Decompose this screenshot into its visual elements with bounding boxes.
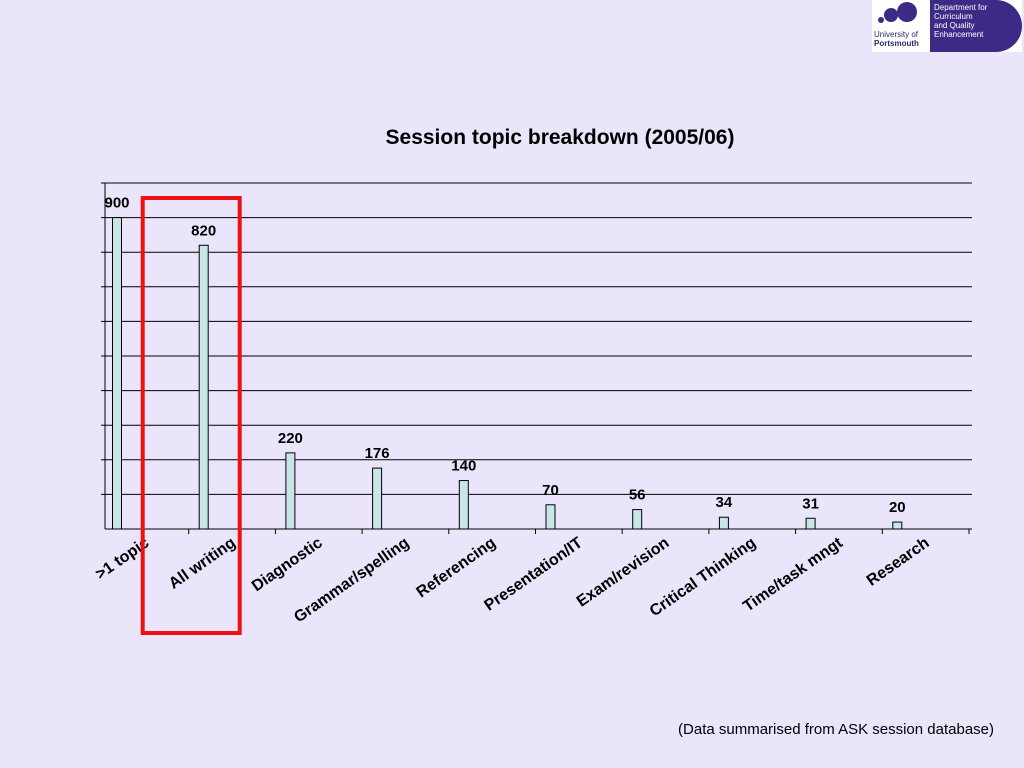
department-name: Department for Curriculum and Quality En… (934, 3, 988, 39)
data-label: 220 (278, 430, 303, 447)
university-logo-mark (878, 2, 917, 23)
data-label: 34 (716, 494, 733, 511)
bar (805, 517, 816, 530)
data-label: 820 (191, 222, 216, 239)
bar (545, 504, 556, 530)
data-label: 56 (629, 487, 646, 504)
data-label: 176 (365, 445, 390, 462)
university-name-line1: University of (874, 30, 919, 39)
bar (198, 244, 209, 530)
highlight-box (140, 196, 242, 635)
bar (372, 467, 383, 530)
university-name-line2: Portsmouth (874, 39, 919, 48)
chart-title: Session topic breakdown (2005/06) (385, 126, 735, 149)
department-badge: Department for Curriculum and Quality En… (930, 0, 1022, 52)
bar (285, 452, 296, 530)
data-label: 900 (104, 195, 129, 212)
category-label: Research (864, 534, 933, 589)
footnote: (Data summarised from ASK session databa… (678, 721, 994, 738)
data-label: 140 (451, 458, 476, 475)
bar (892, 521, 903, 530)
category-label: Diagnostic (249, 534, 326, 595)
category-label: Referencing (414, 534, 499, 601)
data-label: 70 (542, 482, 559, 499)
bar (112, 217, 122, 530)
university-name: University of Portsmouth (874, 30, 919, 48)
bar (718, 516, 729, 530)
bar (632, 509, 643, 530)
category-label: All writing (166, 534, 239, 592)
data-label: 20 (889, 499, 906, 516)
data-label: 31 (802, 495, 819, 512)
university-logo: University of Portsmouth Department for … (872, 0, 1022, 52)
bar (458, 480, 469, 530)
